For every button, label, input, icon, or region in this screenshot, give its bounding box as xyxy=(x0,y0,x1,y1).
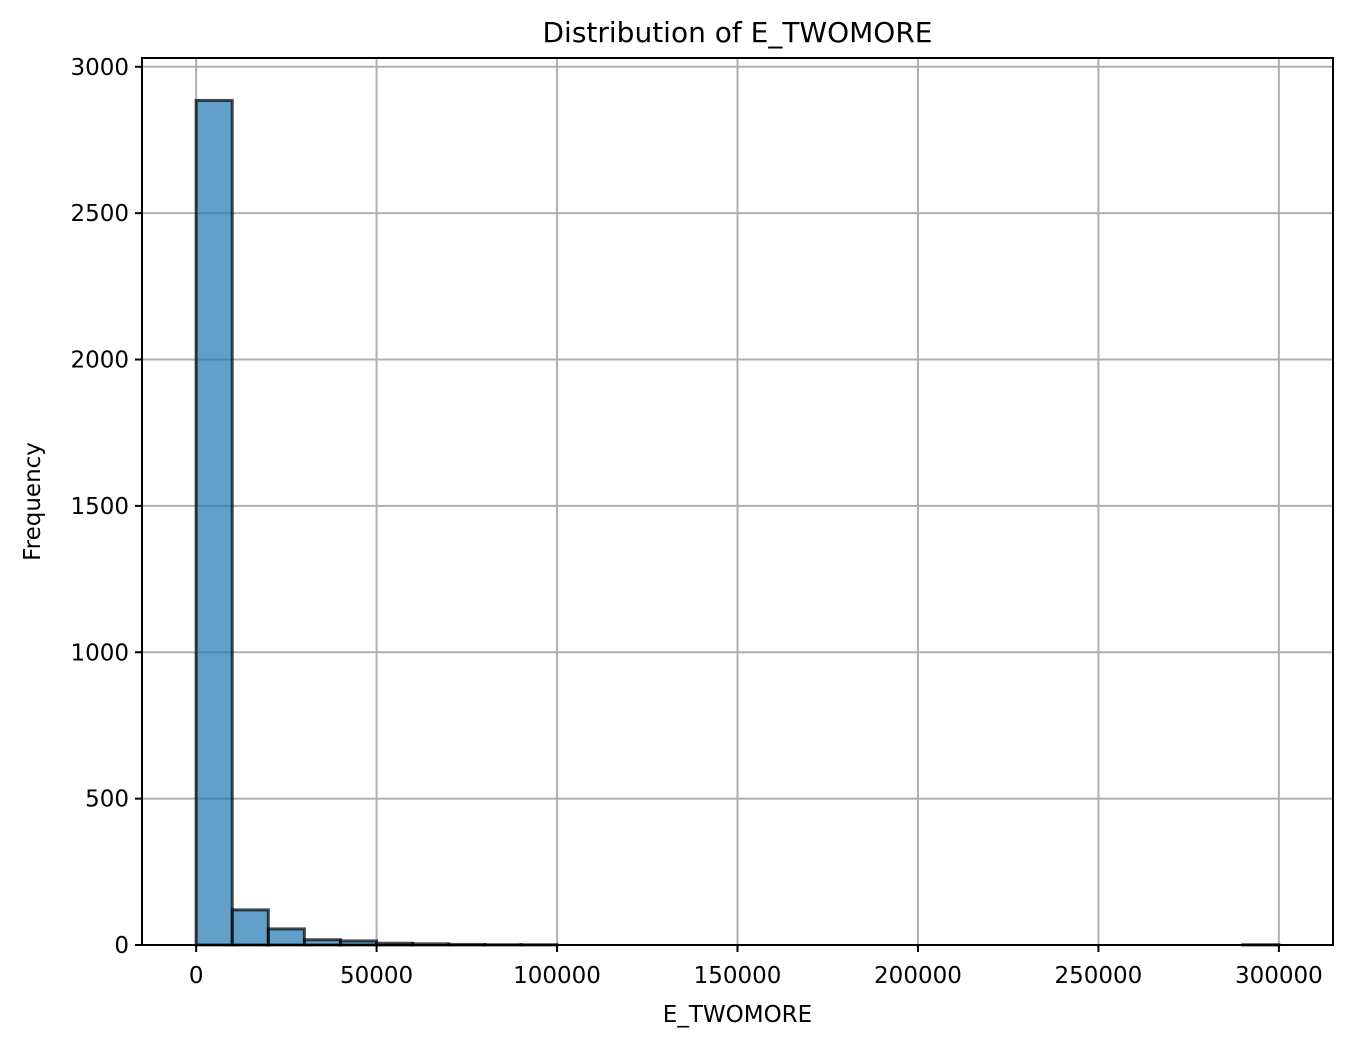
x-tick-label: 250000 xyxy=(1055,963,1143,989)
histogram-bar xyxy=(194,98,234,947)
x-tick-label: 200000 xyxy=(874,963,962,989)
y-tick-label: 1000 xyxy=(70,640,129,666)
x-axis-label: E_TWOMORE xyxy=(663,1002,812,1028)
x-tick-label: 0 xyxy=(189,963,204,989)
y-axis-label: Frequency xyxy=(20,442,46,561)
y-tick-label: 2000 xyxy=(70,348,129,374)
histogram-bar xyxy=(230,908,270,947)
x-tick-label: 100000 xyxy=(513,963,601,989)
y-tick-label: 2500 xyxy=(70,201,129,227)
histogram-bars xyxy=(194,98,1281,947)
y-tick-label: 500 xyxy=(85,787,129,813)
x-tick-label: 300000 xyxy=(1235,963,1323,989)
axis-ticks: 0 50000 100000 150000 200000 250000 300000 0 500… xyxy=(70,55,1322,989)
y-tick-label: 1500 xyxy=(70,494,129,520)
histogram-bar xyxy=(266,927,306,947)
y-tick-label: 3000 xyxy=(70,55,129,81)
x-tick-label: 50000 xyxy=(340,963,413,989)
y-tick-label: 0 xyxy=(114,933,129,959)
x-tick-label: 150000 xyxy=(694,963,782,989)
chart-title: Distribution of E_TWOMORE xyxy=(542,16,932,49)
